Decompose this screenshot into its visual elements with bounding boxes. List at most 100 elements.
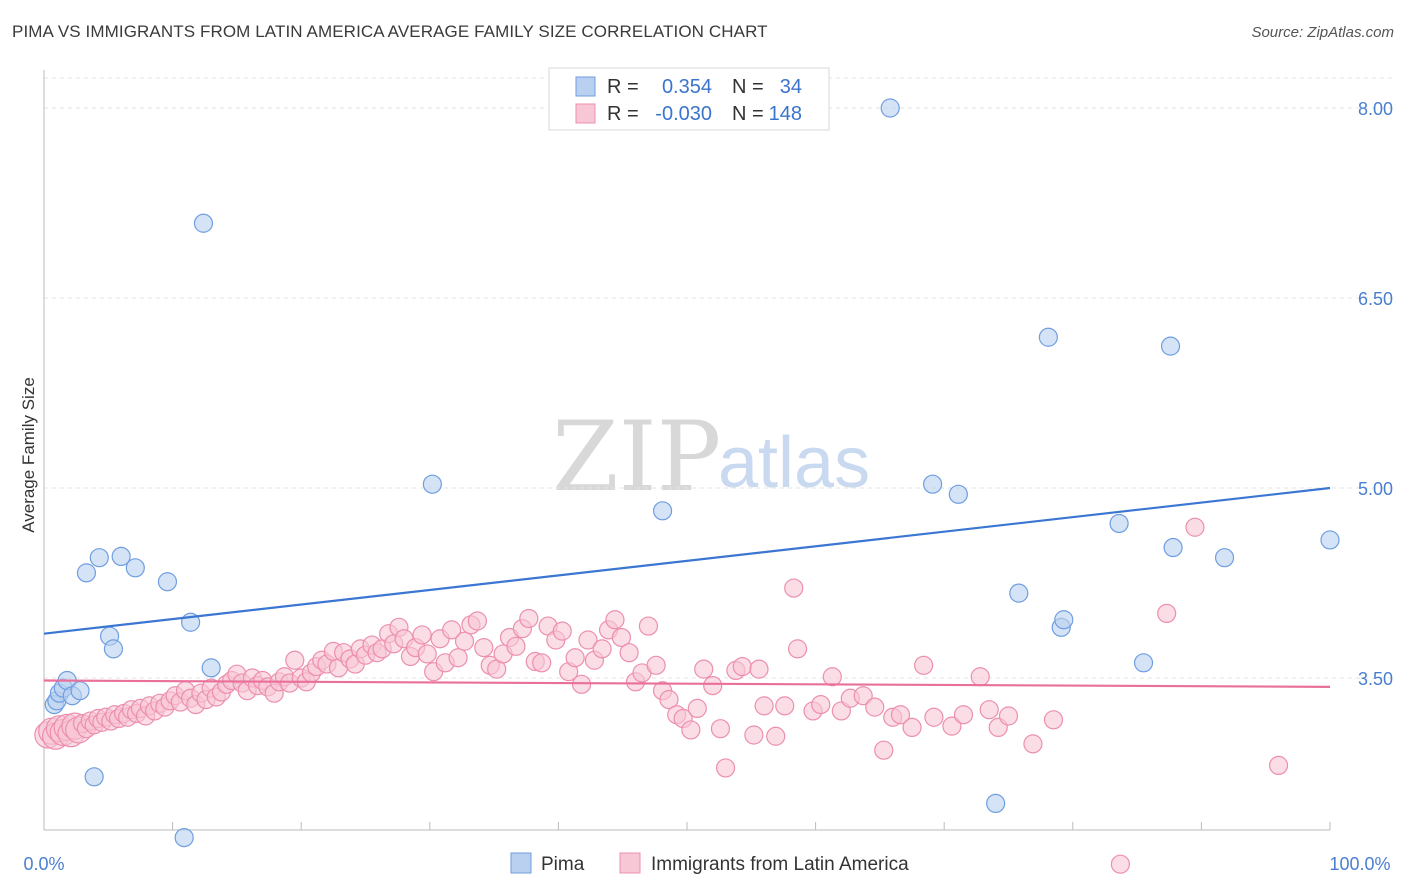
pima-point-33	[1320, 530, 1340, 550]
pima-point-29	[1133, 653, 1154, 673]
immigrants-point-124	[732, 656, 752, 677]
chart-title: PIMA VS IMMIGRANTS FROM LATIN AMERICA AV…	[12, 22, 768, 41]
pima-point-11	[103, 639, 124, 659]
legend-r-label-immigrants: R =	[607, 103, 639, 125]
immigrants-point-131	[787, 639, 808, 659]
pima-point-19	[422, 474, 442, 494]
bottom-legend-label-immigrants: Immigrants from Latin America	[651, 854, 909, 875]
legend-swatch-immigrants	[575, 103, 596, 124]
immigrants-point-85	[467, 611, 487, 631]
immigrants-point-53	[285, 650, 305, 670]
immigrants-point-142	[902, 717, 922, 738]
immigrants-point-121	[710, 719, 731, 739]
immigrants-point-95	[532, 653, 552, 673]
immigrants-point-128	[766, 726, 786, 746]
y-tick-label-0: 3.50	[1358, 669, 1393, 689]
immigrants-point-153	[1110, 854, 1130, 874]
legend-top: R = 0.354 N = 34 R = -0.030 N = 148	[548, 67, 830, 131]
immigrants-point-82	[448, 648, 468, 668]
immigrants-point-106	[605, 610, 625, 630]
immigrants-point-93	[519, 608, 539, 629]
legend-r-value-pima: 0.354	[662, 76, 712, 98]
immigrants-point-134	[822, 667, 842, 687]
immigrants-point-148	[979, 700, 999, 720]
pima-point-28	[1109, 513, 1129, 534]
gridlines	[44, 77, 1392, 679]
immigrants-point-117	[681, 720, 701, 740]
legend-n-value-pima: 34	[780, 76, 802, 98]
axes	[43, 70, 1331, 831]
x-tick-label-0: 0.0%	[23, 854, 64, 874]
immigrants-trend-line	[43, 679, 1331, 688]
pima-point-6	[70, 681, 90, 701]
pima-point-34	[986, 793, 1006, 814]
y-tick-label-3: 8.00	[1358, 99, 1393, 119]
pima-point-24	[1009, 583, 1029, 603]
pima-point-13	[125, 558, 145, 578]
immigrants-point-154	[1157, 603, 1177, 624]
immigrants-point-151	[1023, 734, 1043, 754]
pima-point-25	[1038, 327, 1058, 347]
pima-point-15	[174, 827, 194, 848]
immigrants-point-119	[694, 659, 714, 679]
immigrants-point-133	[811, 694, 831, 715]
immigrants-point-150	[998, 706, 1019, 726]
pima-trend-line	[43, 486, 1331, 635]
immigrants-point-126	[749, 659, 769, 679]
immigrants-point-111	[638, 616, 659, 636]
pima-point-8	[84, 767, 104, 787]
immigrants-point-112	[646, 655, 666, 675]
legend-r-value-immigrants: -0.030	[655, 103, 712, 125]
immigrants-point-144	[924, 707, 944, 727]
legend-r-label-pima: R =	[607, 76, 639, 98]
immigrants-point-139	[874, 740, 894, 760]
pima-point-27	[1054, 610, 1074, 630]
immigrants-point-120	[703, 675, 723, 696]
immigrants-point-91	[506, 636, 526, 656]
immigrants-point-152	[1043, 710, 1064, 730]
pima-point-12	[111, 546, 131, 567]
y-axis-label: Average Family Size	[19, 377, 38, 533]
immigrants-point-141	[890, 705, 911, 725]
immigrants-point-118	[687, 698, 707, 719]
immigrants-point-83	[454, 631, 475, 651]
pima-point-7	[76, 563, 97, 583]
legend-swatch-pima	[575, 76, 596, 97]
immigrants-point-101	[571, 674, 592, 694]
trend-lines	[43, 486, 1331, 688]
immigrants-point-125	[744, 725, 764, 745]
pima-point-23	[948, 484, 968, 504]
pima-point-21	[880, 98, 900, 118]
y-tick-label-1: 5.00	[1358, 479, 1393, 499]
source-label: Source: ZipAtlas.com	[1251, 24, 1394, 41]
y-tick-label-2: 6.50	[1358, 289, 1393, 309]
immigrants-point-145	[942, 716, 962, 736]
legend-n-label-pima: N =	[732, 76, 764, 98]
legend-top-box	[548, 67, 830, 131]
series-pima-points	[44, 98, 1340, 848]
x-tick-label-1: 100.0%	[1329, 854, 1390, 874]
immigrants-point-137	[853, 686, 873, 706]
x-tick-labels: 0.0% 100.0%	[23, 854, 1390, 874]
immigrants-point-107	[611, 627, 632, 648]
immigrants-point-129	[775, 696, 795, 716]
immigrants-point-100	[565, 648, 585, 668]
immigrants-point-122	[715, 758, 736, 778]
legend-n-value-immigrants: 148	[769, 103, 802, 125]
pima-point-17	[193, 213, 214, 233]
immigrants-point-130	[784, 578, 804, 598]
immigrants-point-104	[592, 639, 612, 659]
immigrants-point-156	[1268, 755, 1289, 776]
immigrants-point-138	[865, 697, 885, 717]
pima-point-31	[1163, 537, 1183, 558]
immigrants-point-146	[953, 705, 974, 725]
pima-point-18	[201, 658, 221, 678]
bottom-legend-swatch-immigrants	[619, 852, 641, 874]
immigrants-point-155	[1185, 517, 1205, 537]
pima-point-22	[923, 474, 943, 494]
pima-point-9	[89, 548, 109, 568]
immigrants-point-102	[578, 630, 598, 650]
immigrants-point-108	[619, 643, 639, 663]
watermark-atlas: atlas	[718, 423, 870, 503]
